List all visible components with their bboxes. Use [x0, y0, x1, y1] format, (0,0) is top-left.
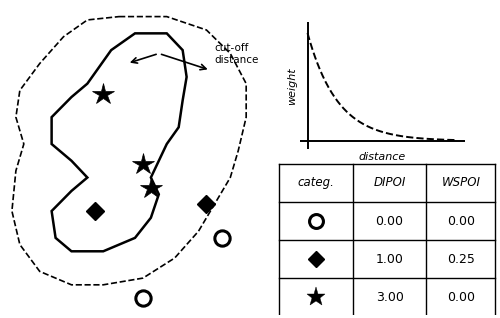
- Text: 0.00: 0.00: [376, 215, 404, 227]
- Text: 0.00: 0.00: [447, 215, 475, 227]
- Text: 0.25: 0.25: [447, 253, 475, 266]
- Text: categ.: categ.: [298, 176, 335, 189]
- Y-axis label: weight: weight: [287, 67, 297, 105]
- Text: DIPOI: DIPOI: [374, 176, 406, 189]
- Text: cut-off
distance: cut-off distance: [214, 44, 259, 65]
- Text: 0.00: 0.00: [447, 291, 475, 304]
- X-axis label: distance: distance: [359, 152, 406, 162]
- Text: 1.00: 1.00: [376, 253, 404, 266]
- Text: WSPOI: WSPOI: [442, 176, 480, 189]
- Text: 3.00: 3.00: [376, 291, 404, 304]
